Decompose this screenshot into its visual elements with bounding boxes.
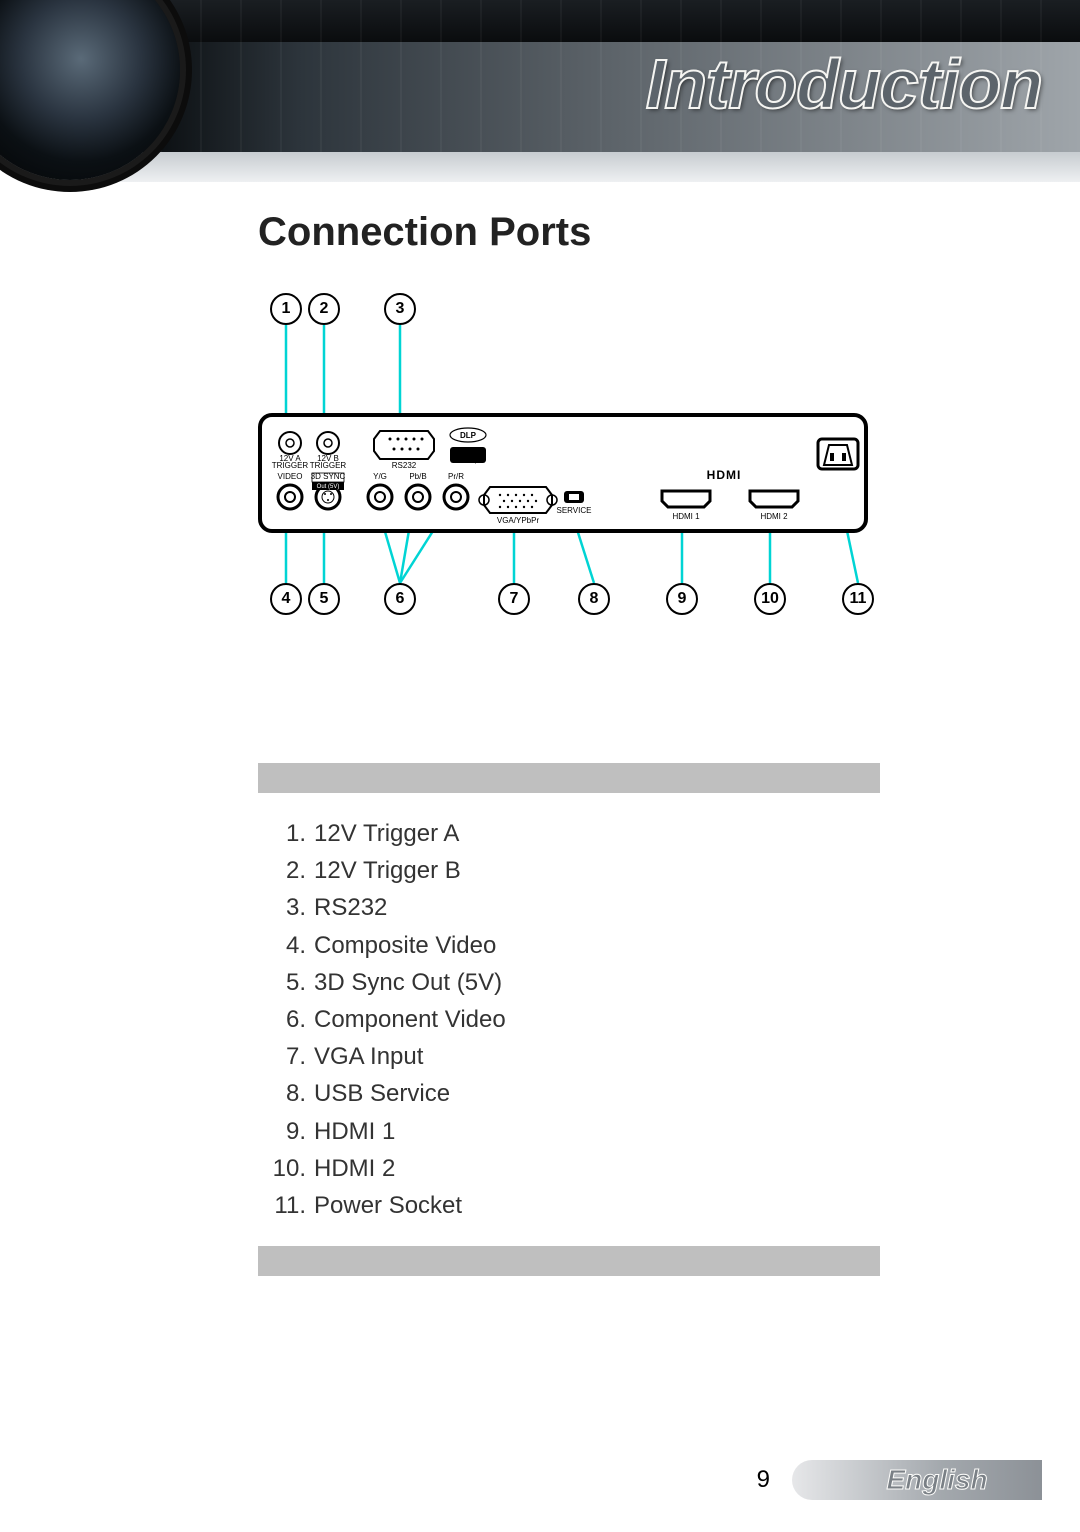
grey-bar-top [258, 763, 880, 793]
callout-4: 4 [270, 583, 302, 615]
grey-bar-bottom [258, 1246, 880, 1276]
svg-text:Y/G: Y/G [373, 472, 387, 481]
chapter-title: Introduction [646, 44, 1042, 124]
svg-text:TRIGGER: TRIGGER [272, 461, 309, 470]
callout-7: 7 [498, 583, 530, 615]
content-area: Connection Ports 12V A TRIGGER 12V B TRI… [258, 210, 978, 1276]
port-list-item: 8.USB Service [270, 1075, 978, 1112]
connection-diagram: 12V A TRIGGER 12V B TRIGGER RS232 DLP Fu [238, 283, 878, 743]
callout-9: 9 [666, 583, 698, 615]
panel-ports: 12V A TRIGGER 12V B TRIGGER RS232 DLP Fu [262, 417, 864, 529]
svg-text:TRIGGER: TRIGGER [310, 461, 347, 470]
port-list-item: 3.RS232 [270, 889, 978, 926]
callout-11: 11 [842, 583, 874, 615]
svg-text:VGA/YPbPr: VGA/YPbPr [497, 516, 540, 525]
svg-text:HDMI 1: HDMI 1 [672, 512, 700, 521]
port-list: 1.12V Trigger A2.12V Trigger B3.RS2324.C… [270, 815, 978, 1224]
callout-5: 5 [308, 583, 340, 615]
page-number: 9 [757, 1466, 770, 1494]
callout-10: 10 [754, 583, 786, 615]
svg-text:1080p: 1080p [457, 455, 480, 464]
callout-2: 2 [308, 293, 340, 325]
section-heading: Connection Ports [258, 210, 978, 255]
svg-text:3D SYNC: 3D SYNC [311, 472, 346, 481]
port-list-item: 6.Component Video [270, 1001, 978, 1038]
port-list-item: 4.Composite Video [270, 927, 978, 964]
port-list-item: 10.HDMI 2 [270, 1150, 978, 1187]
callout-6: 6 [384, 583, 416, 615]
svg-text:Out (5V): Out (5V) [317, 484, 340, 490]
svg-text:VIDEO: VIDEO [278, 472, 303, 481]
port-list-item: 9.HDMI 1 [270, 1113, 978, 1150]
svg-text:Pb/B: Pb/B [409, 472, 426, 481]
rear-panel: 12V A TRIGGER 12V B TRIGGER RS232 DLP Fu [258, 413, 868, 533]
language-pill: English [792, 1460, 1042, 1500]
svg-text:SERVICE: SERVICE [557, 506, 592, 515]
callout-3: 3 [384, 293, 416, 325]
callout-1: 1 [270, 293, 302, 325]
port-list-item: 7.VGA Input [270, 1038, 978, 1075]
port-list-item: 1.12V Trigger A [270, 815, 978, 852]
callout-8: 8 [578, 583, 610, 615]
svg-text:HDMI: HDMI [707, 468, 742, 482]
svg-text:Pr/R: Pr/R [448, 472, 464, 481]
port-list-item: 11.Power Socket [270, 1187, 978, 1224]
port-list-item: 2.12V Trigger B [270, 852, 978, 889]
header-light-curve [100, 152, 1080, 182]
svg-text:DLP: DLP [460, 431, 477, 440]
footer: 9 English [0, 1456, 1080, 1500]
svg-text:HDMI 2: HDMI 2 [760, 512, 788, 521]
svg-text:RS232: RS232 [392, 461, 417, 470]
language-label: English [846, 1464, 987, 1496]
header: Introduction [0, 0, 1080, 190]
port-list-item: 5.3D Sync Out (5V) [270, 964, 978, 1001]
